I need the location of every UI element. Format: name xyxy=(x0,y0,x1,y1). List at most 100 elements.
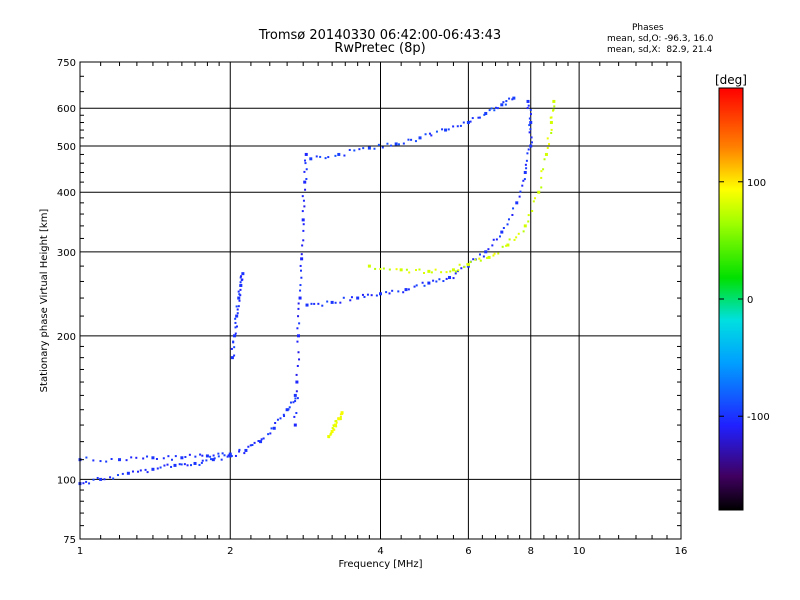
data-point xyxy=(500,230,504,234)
data-point xyxy=(497,252,500,255)
data-point xyxy=(305,177,308,180)
data-point xyxy=(492,238,495,241)
data-point xyxy=(210,458,213,461)
data-point xyxy=(259,440,263,444)
data-point xyxy=(99,477,103,481)
data-point xyxy=(438,278,441,281)
data-point xyxy=(423,284,426,287)
data-point xyxy=(546,146,549,149)
data-point xyxy=(334,154,337,157)
data-point xyxy=(237,305,240,308)
data-point xyxy=(474,258,477,261)
data-point xyxy=(112,477,115,480)
data-point xyxy=(343,154,346,157)
data-point xyxy=(333,423,337,427)
data-point xyxy=(329,433,332,436)
data-point xyxy=(418,268,421,271)
data-point xyxy=(459,124,462,127)
data-point xyxy=(330,300,334,304)
data-point xyxy=(297,302,300,305)
data-point xyxy=(301,244,304,247)
data-point xyxy=(471,117,474,120)
y-tick-label: 750 xyxy=(57,58,76,69)
data-point xyxy=(211,458,215,462)
data-point xyxy=(317,302,320,305)
data-point xyxy=(362,147,365,150)
data-point xyxy=(367,264,371,268)
data-point xyxy=(451,268,455,272)
data-point xyxy=(251,444,254,447)
data-point xyxy=(518,195,521,198)
data-point xyxy=(529,108,532,111)
data-point xyxy=(523,224,527,228)
y-tick-label: 400 xyxy=(57,188,76,199)
data-point xyxy=(167,455,170,458)
data-point xyxy=(212,454,215,457)
data-point xyxy=(469,120,472,123)
data-point xyxy=(353,149,356,152)
data-point xyxy=(463,266,466,269)
data-point xyxy=(493,252,496,255)
data-point xyxy=(226,455,229,458)
x-tick-label: 8 xyxy=(528,546,534,557)
data-point xyxy=(515,236,518,239)
data-point xyxy=(552,109,555,112)
data-point xyxy=(529,128,532,131)
data-point xyxy=(184,455,187,458)
data-point xyxy=(381,146,384,149)
data-point xyxy=(432,279,435,282)
data-point xyxy=(234,321,237,324)
data-point xyxy=(478,116,481,119)
data-point xyxy=(297,315,300,318)
data-point xyxy=(523,170,527,174)
data-point xyxy=(492,254,495,257)
data-point xyxy=(239,294,242,297)
data-point xyxy=(239,281,242,284)
data-point xyxy=(552,99,556,103)
data-point xyxy=(234,326,237,329)
data-point xyxy=(394,142,398,146)
data-point xyxy=(367,146,371,150)
data-point xyxy=(293,393,297,397)
data-point xyxy=(552,108,555,111)
data-point xyxy=(500,103,504,107)
data-point xyxy=(105,460,108,463)
data-point xyxy=(166,463,169,466)
data-point xyxy=(493,109,496,112)
data-point xyxy=(109,476,112,479)
data-point xyxy=(85,456,88,459)
data-point xyxy=(428,132,431,135)
data-point xyxy=(321,304,324,307)
data-point xyxy=(283,415,286,418)
data-point xyxy=(234,332,237,335)
data-point xyxy=(339,418,342,421)
data-point xyxy=(529,113,532,116)
data-point xyxy=(223,454,226,457)
data-point xyxy=(294,400,297,403)
data-point xyxy=(506,243,510,247)
data-point xyxy=(521,184,524,187)
data-point xyxy=(524,163,527,166)
data-point xyxy=(508,97,511,100)
data-point xyxy=(199,453,202,456)
data-point xyxy=(358,148,361,151)
data-point xyxy=(454,270,457,273)
data-point xyxy=(262,437,265,440)
x-tick-label: 10 xyxy=(573,546,586,557)
data-point xyxy=(170,458,173,461)
data-point xyxy=(297,351,300,354)
data-point xyxy=(304,152,308,156)
data-point xyxy=(466,263,470,267)
data-point xyxy=(186,464,189,467)
data-point xyxy=(295,412,298,415)
data-point xyxy=(295,373,298,376)
data-point xyxy=(377,143,380,146)
data-point xyxy=(297,307,300,310)
x-tick-label: 2 xyxy=(227,546,233,557)
data-point xyxy=(131,470,134,473)
data-point xyxy=(532,200,535,203)
data-point xyxy=(300,276,303,279)
data-point xyxy=(529,121,533,125)
data-point xyxy=(540,170,543,173)
data-point xyxy=(484,111,488,115)
